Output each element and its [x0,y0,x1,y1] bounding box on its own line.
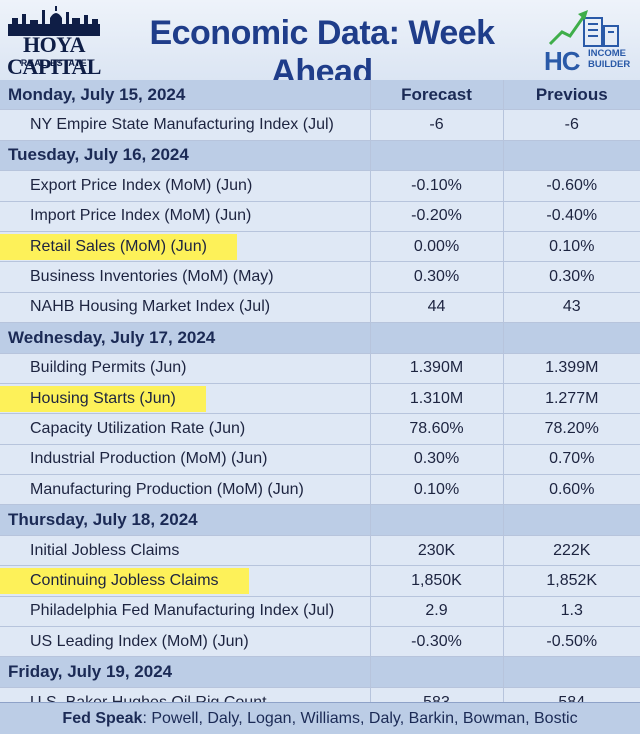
previous-value: 222K [502,535,640,567]
forecast-value: 0.10% [369,474,503,506]
day-header-row: Friday, July 19, 2024 [0,656,640,688]
table-row: Capacity Utilization Rate (Jun) 78.60% 78.… [0,413,640,445]
indicator-name: US Leading Index (MoM) (Jun) [0,626,370,658]
indicator-name: Business Inventories (MoM) (May) [0,261,370,293]
forecast-value: -0.10% [369,170,503,202]
fed-speak-label: Fed Speak [62,710,143,727]
indicator-name: Import Price Index (MoM) (Jun) [0,201,370,232]
previous-value: 0.60% [502,474,640,506]
indicator-name: Retail Sales (MoM) (Jun) [0,231,370,263]
logo-income-text: INCOME [588,48,626,59]
forecast-value: 2.9 [369,596,503,628]
forecast-value: 44 [369,292,503,324]
logo-sub-text: REAL ESTATE [20,58,88,68]
indicator-name: Export Price Index (MoM) (Jun) [0,170,370,202]
previous-value: -0.50% [502,626,640,658]
forecast-value: 78.60% [369,413,503,445]
day-header-row: Monday, July 15, 2024 Forecast Previous [0,80,640,111]
table-row: Business Inventories (MoM) (May) 0.30% 0.3… [0,261,640,293]
indicator-name: Capacity Utilization Rate (Jun) [0,413,370,445]
indicator-name: Initial Jobless Claims [0,535,370,567]
empty-cell [502,504,640,536]
table-row: Philadelphia Fed Manufacturing Index (Ju… [0,596,640,628]
empty-cell [502,322,640,354]
forecast-value: 0.30% [369,444,503,476]
logo-builder-text: BUILDER [588,59,631,70]
forecast-value: -0.20% [369,201,503,232]
empty-cell [369,504,503,536]
previous-value: 0.30% [502,261,640,293]
previous-value: 0.70% [502,444,640,476]
table-row: Manufacturing Production (MoM) (Jun) 0.10… [0,474,640,506]
previous-value: 1.3 [502,596,640,628]
highlighted-indicator-label: Housing Starts (Jun) [0,385,206,412]
forecast-value: -6 [369,109,503,141]
empty-cell [502,656,640,688]
table-row: NY Empire State Manufacturing Index (Jul… [0,109,640,141]
economic-data-table: Monday, July 15, 2024 Forecast Previous NY … [0,80,640,719]
hoya-capital-logo: HOYA CAPITAL REAL ESTATE [6,6,102,79]
table-row: Industrial Production (MoM) (Jun) 0.30% 0.… [0,444,640,476]
forecast-value: 0.00% [369,231,503,263]
day-label: Tuesday, July 16, 2024 [0,140,370,172]
indicator-name: Philadelphia Fed Manufacturing Index (Ju… [0,596,370,628]
indicator-name: Building Permits (Jun) [0,353,370,384]
highlighted-indicator-label: Continuing Jobless Claims [0,567,249,594]
forecast-value: 230K [369,535,503,567]
empty-cell [369,656,503,688]
forecast-column-header: Forecast [369,80,503,111]
table-row: US Leading Index (MoM) (Jun) -0.30% -0.50% [0,626,640,658]
empty-cell [369,140,503,172]
building-chart-icon [548,10,619,47]
logo-income-builder-text: INCOME BUILDER [588,48,630,70]
table-row: Export Price Index (MoM) (Jun) -0.10% -0.6… [0,170,640,202]
capitol-skyline-icon [8,6,100,36]
highlighted-indicator-label: Retail Sales (MoM) (Jun) [0,233,237,260]
fed-speak-text: : Powell, Daly, Logan, Williams, Daly, B… [142,710,578,727]
table-row: Import Price Index (MoM) (Jun) -0.20% -0.4… [0,201,640,232]
forecast-value: 0.30% [369,261,503,293]
table-body: Monday, July 15, 2024 Forecast Previous NY … [0,80,640,719]
indicator-name: NY Empire State Manufacturing Index (Jul… [0,109,370,141]
empty-cell [369,322,503,354]
indicator-name: Housing Starts (Jun) [0,383,370,415]
income-builder-logo: HC INCOME BUILDER [544,4,634,78]
indicator-name: Manufacturing Production (MoM) (Jun) [0,474,370,506]
fed-speak-footer: Fed Speak: Powell, Daly, Logan, Williams… [0,702,640,734]
previous-value: 43 [502,292,640,324]
table-row: Building Permits (Jun) 1.390M 1.399M [0,353,640,384]
forecast-value: 1.310M [369,383,503,415]
table-row: Retail Sales (MoM) (Jun) 0.00% 0.10% [0,231,640,263]
previous-value: -6 [502,109,640,141]
day-label: Friday, July 19, 2024 [0,656,370,688]
indicator-name: Industrial Production (MoM) (Jun) [0,444,370,476]
table-row: NAHB Housing Market Index (Jul) 44 43 [0,292,640,324]
previous-value: 0.10% [502,231,640,263]
day-label: Wednesday, July 17, 2024 [0,322,370,354]
forecast-value: 1.390M [369,353,503,384]
previous-value: 1,852K [502,565,640,597]
forecast-value: -0.30% [369,626,503,658]
header: HOYA CAPITAL REAL ESTATE Economic Data: … [0,0,640,91]
logo-hc-text: HC [544,46,581,76]
table-row: Initial Jobless Claims 230K 222K [0,535,640,567]
previous-value: 1.399M [502,353,640,384]
forecast-value: 1,850K [369,565,503,597]
table-row: Continuing Jobless Claims 1,850K 1,852K [0,565,640,597]
previous-value: 1.277M [502,383,640,415]
empty-cell [502,140,640,172]
indicator-name: NAHB Housing Market Index (Jul) [0,292,370,324]
previous-value: -0.60% [502,170,640,202]
day-label: Monday, July 15, 2024 [0,80,370,111]
table-row: Housing Starts (Jun) 1.310M 1.277M [0,383,640,415]
previous-value: -0.40% [502,201,640,232]
day-header-row: Tuesday, July 16, 2024 [0,140,640,172]
day-header-row: Wednesday, July 17, 2024 [0,322,640,354]
logo-brand-text: HOYA CAPITAL [7,32,101,79]
indicator-name: Continuing Jobless Claims [0,565,370,597]
day-header-row: Thursday, July 18, 2024 [0,504,640,536]
previous-column-header: Previous [502,80,640,111]
previous-value: 78.20% [502,413,640,445]
day-label: Thursday, July 18, 2024 [0,504,370,536]
